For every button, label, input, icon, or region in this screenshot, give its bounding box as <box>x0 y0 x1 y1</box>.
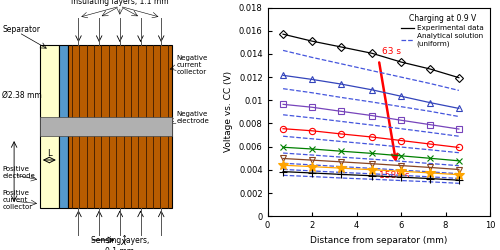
Y-axis label: Voltage vs. CC (V): Voltage vs. CC (V) <box>224 71 234 152</box>
X-axis label: Distance from separator (mm): Distance from separator (mm) <box>310 236 448 245</box>
Text: $\hat{x}$: $\hat{x}$ <box>120 234 128 248</box>
Text: Ø2.38 mm: Ø2.38 mm <box>2 90 42 100</box>
Text: 63 s: 63 s <box>382 47 401 56</box>
Bar <box>40 117 172 136</box>
Text: Insulating layers, 1.1 mm: Insulating layers, 1.1 mm <box>71 0 168 6</box>
Bar <box>68 45 172 207</box>
Legend: Experimental data, Analytical solution
(uniform): Experimental data, Analytical solution (… <box>398 11 486 50</box>
Text: Sensing layers,
0.1 mm: Sensing layers, 0.1 mm <box>90 236 149 250</box>
Text: Positive
electrode: Positive electrode <box>2 166 35 179</box>
Text: L: L <box>47 148 52 158</box>
Bar <box>40 45 59 207</box>
Text: Negative
electrode: Negative electrode <box>176 111 209 124</box>
Bar <box>59 45 68 207</box>
Text: Separator: Separator <box>2 26 40 35</box>
Text: Negative
current
collector: Negative current collector <box>176 55 208 75</box>
Text: 1585 s: 1585 s <box>379 171 409 180</box>
Text: Positive
current
collector: Positive current collector <box>2 190 32 210</box>
